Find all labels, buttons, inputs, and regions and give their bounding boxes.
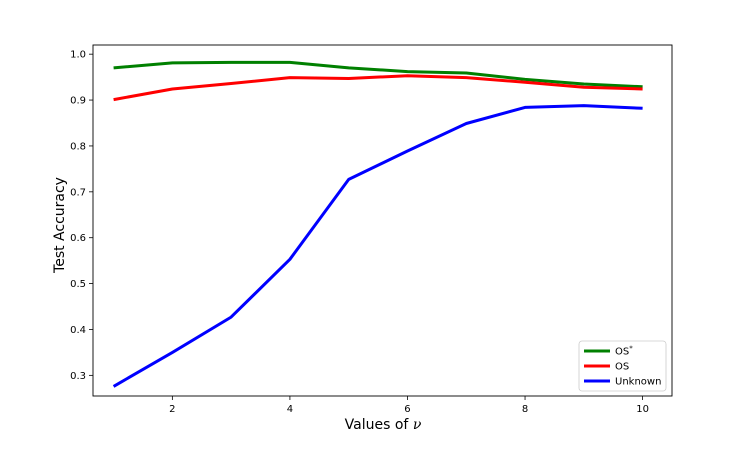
- y-axis-ticks: 0.3 0.4 0.5 0.6 0.7 0.8 0.9 1.0: [70, 50, 93, 382]
- x-tick-label: 8: [522, 404, 528, 415]
- y-tick-label: 1.0: [70, 50, 86, 61]
- legend-label: OS: [615, 362, 629, 373]
- legend-box: [578, 340, 667, 392]
- legend-label: OS*: [615, 345, 633, 358]
- x-axis-label: Values of ν: [345, 417, 422, 433]
- y-tick-label: 0.6: [70, 233, 86, 244]
- y-tick-label: 0.9: [70, 96, 86, 107]
- y-axis-label: Test Accuracy: [52, 177, 68, 274]
- x-tick-label: 6: [404, 404, 410, 415]
- x-tick-label: 2: [169, 404, 175, 415]
- plot-frame: [92, 44, 673, 397]
- y-tick-label: 0.8: [70, 141, 86, 152]
- series-line: [113, 60, 643, 89]
- x-axis-ticks: 2 4 6 8 10: [169, 396, 649, 415]
- legend: OS* OS Unknown: [578, 340, 667, 392]
- y-tick-label: 0.5: [70, 279, 86, 290]
- y-tick-label: 0.4: [70, 325, 86, 336]
- series-line: [112, 104, 643, 388]
- y-tick-label: 0.7: [70, 187, 86, 198]
- y-tick-label: 0.3: [70, 371, 86, 382]
- x-tick-label: 10: [636, 404, 649, 415]
- legend-label: Unknown: [615, 377, 661, 388]
- series-lines: [112, 60, 643, 388]
- series-line: [113, 74, 643, 102]
- x-tick-label: 4: [287, 404, 293, 415]
